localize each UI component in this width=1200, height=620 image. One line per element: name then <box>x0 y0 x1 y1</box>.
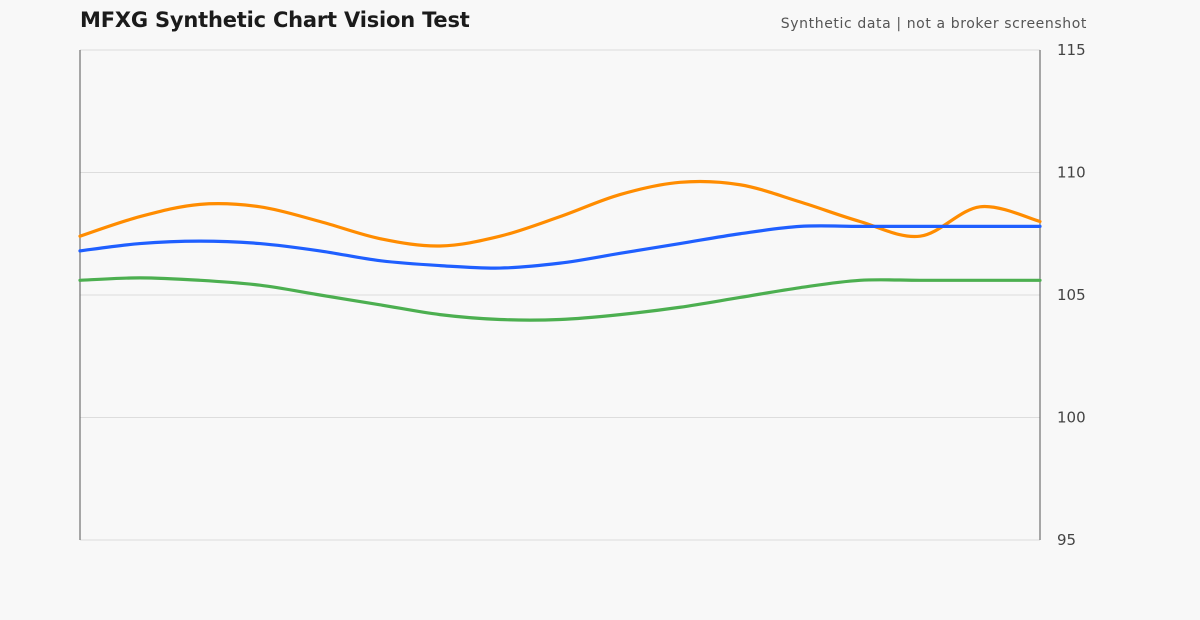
series-line-3 <box>78 276 1042 322</box>
axis-layer <box>79 50 1041 540</box>
chart-subtitle: Synthetic data | not a broker screenshot <box>780 16 1087 32</box>
y-tick-label: 110 <box>1057 164 1086 182</box>
series-line-1 <box>78 179 1042 248</box>
y-tick-label: 95 <box>1057 531 1076 549</box>
chart-title: MFXG Synthetic Chart Vision Test <box>80 8 470 32</box>
y-tick-label: 105 <box>1057 286 1086 304</box>
series-layer <box>78 179 1042 322</box>
y-tick-labels: 95 100 105 110 115 <box>1057 41 1086 549</box>
grid-layer <box>80 49 1040 541</box>
y-tick-label: 115 <box>1057 41 1086 59</box>
series-line-2 <box>78 224 1042 270</box>
y-tick-label: 100 <box>1057 409 1086 427</box>
